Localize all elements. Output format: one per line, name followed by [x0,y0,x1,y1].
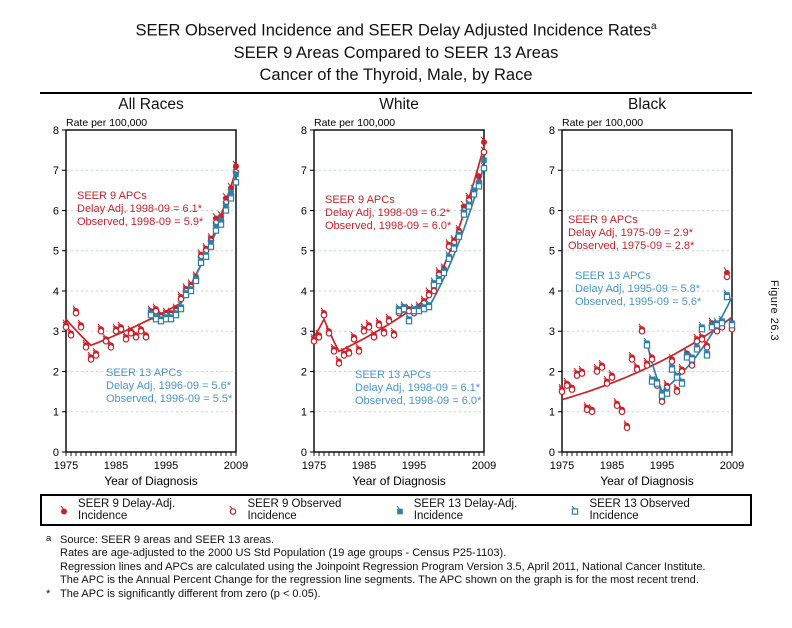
svg-text:6: 6 [549,205,555,217]
legend-item-seer13-observed: SEER 13 Observed Incidence [565,498,738,522]
footnote-marker: * [46,587,51,600]
legend-label: SEER 13 Delay-Adj. Incidence [413,497,518,522]
svg-text:1: 1 [301,406,307,418]
seer9-apc-annotation: SEER 9 APCs Delay Adj, 1998-09 = 6.1* Ob… [77,189,204,228]
footnote-marker [46,572,60,586]
svg-text:2009: 2009 [720,460,744,472]
svg-text:1995: 1995 [402,460,426,472]
svg-text:3: 3 [53,326,59,338]
svg-text:8: 8 [53,124,59,136]
svg-text:6: 6 [301,205,307,217]
title-footnote-marker: a [650,21,657,32]
seer9-delay-marker-icon [54,503,74,517]
plot-area-white: 0 1 2 3 4 5 6 7 8 1975 1985 1995 2009 Rate per 100,00… [288,116,520,488]
panel-all-races: All Races 0 1 2 3 4 5 6 7 8 1975 1985 1995 2009 Rate … [40,96,272,488]
svg-text:3: 3 [549,326,555,338]
svg-text:1985: 1985 [104,460,128,472]
svg-text:1975: 1975 [302,460,326,472]
panel-title-all-races: All Races [118,95,184,113]
svg-text:5: 5 [549,245,555,257]
svg-text:1: 1 [53,406,59,418]
svg-text:7: 7 [53,165,59,177]
svg-text:Year of Diagnosis: Year of Diagnosis [352,474,446,488]
svg-text:5: 5 [53,245,59,257]
svg-text:2009: 2009 [472,460,496,472]
svg-text:1975: 1975 [54,460,78,472]
plot-all-races: 0 1 2 3 4 5 6 7 8 1975 1985 1995 2009 Rate per 100,00… [53,117,248,488]
footnote-marker [46,545,60,559]
svg-text:Year of Diagnosis: Year of Diagnosis [104,474,198,488]
footnote-significance: * The APC is significantly different fro… [46,587,321,600]
svg-text:0: 0 [53,446,59,458]
svg-text:2: 2 [53,366,59,378]
footnotes: a Source: SEER 9 areas and SEER 13 areas… [46,532,792,602]
svg-text:2: 2 [301,366,307,378]
footnote-age-adjust: Rates are age-adjusted to the 2000 US St… [46,547,792,561]
seer13-observed-marker-icon [565,503,585,517]
title-divider [40,91,752,94]
title-line-3: Cancer of the Thyroid, Male, by Race [259,65,533,84]
seer13-delay-marker-icon [390,503,410,517]
svg-text:8: 8 [301,124,307,136]
footnote-marker [46,559,60,573]
title-line-1: SEER Observed Incidence and SEER Delay A… [135,21,657,40]
svg-text:Rate per 100,000: Rate per 100,000 [562,117,643,129]
legend-label: SEER 9 Observed Incidence [247,497,342,522]
svg-text:0: 0 [301,446,307,458]
plot-area-black: 0 1 2 3 4 5 6 7 8 1975 1985 1995 2009 Rate per 100,00… [536,116,768,488]
panel-title-black: Black [628,95,666,113]
svg-text:4: 4 [301,285,307,297]
footnote-source: a Source: SEER 9 areas and SEER 13 areas… [46,532,275,546]
svg-text:4: 4 [53,285,59,297]
svg-text:Year of Diagnosis: Year of Diagnosis [600,474,694,488]
svg-text:7: 7 [301,165,307,177]
title-line-2: SEER 9 Areas Compared to SEER 13 Areas [233,43,559,62]
panel-white: White 0 1 2 3 4 5 6 7 8 1975 1985 1995 2009 Rate per … [288,96,520,488]
svg-text:8: 8 [549,124,555,136]
figure-title: SEER Observed Incidence and SEER Delay A… [0,16,792,86]
svg-text:Rate per 100,000: Rate per 100,000 [314,117,395,129]
plot-white: 0 1 2 3 4 5 6 7 8 1975 1985 1995 2009 Rate per 100,00… [301,117,496,488]
seer13-apc-annotation: SEER 13 APCs Delay Adj, 1998-09 = 6.1* O… [355,368,482,407]
svg-text:1: 1 [549,406,555,418]
svg-text:2009: 2009 [224,460,248,472]
svg-text:1995: 1995 [154,460,178,472]
panel-black: Black 0 1 2 3 4 5 6 7 8 1975 1985 1995 2009 Rate per … [536,96,768,488]
charts-row: All Races 0 1 2 3 4 5 6 7 8 1975 1985 1995 2009 Rate … [40,96,792,488]
svg-text:4: 4 [549,285,555,297]
svg-text:3: 3 [301,326,307,338]
figure-number-label: Figure 26.3 [768,280,780,342]
svg-text:2: 2 [549,366,555,378]
seer13-apc-annotation: SEER 13 APCs Delay Adj, 1996-09 = 5.6* O… [106,366,233,405]
plot-area-all-races: 0 1 2 3 4 5 6 7 8 1975 1985 1995 2009 Rate per 100,00… [40,116,272,488]
svg-text:1995: 1995 [650,460,674,472]
legend-item-seer9-observed: SEER 9 Observed Incidence [223,498,389,522]
svg-text:0: 0 [549,446,555,458]
footnote-apc-definition: The APC is the Annual Percent Change for… [46,574,792,588]
panel-title-white: White [379,95,419,113]
legend-item-seer9-delay: SEER 9 Delay-Adj. Incidence [54,498,223,522]
seer13-apc-annotation: SEER 13 APCs Delay Adj, 1995-09 = 5.8* O… [575,269,702,308]
footnote-regression: Regression lines and APCs are calculated… [46,561,792,575]
legend-label: SEER 9 Delay-Adj. Incidence [78,497,176,522]
plot-black: 0 1 2 3 4 5 6 7 8 1975 1985 1995 2009 Rate per 100,00… [549,117,744,488]
svg-text:7: 7 [549,165,555,177]
seer9-apc-annotation: SEER 9 APCs Delay Adj, 1975-09 = 2.9* Ob… [568,213,695,252]
svg-text:6: 6 [53,205,59,217]
legend: SEER 9 Delay-Adj. Incidence SEER 9 Obser… [40,493,752,526]
svg-text:1985: 1985 [352,460,376,472]
svg-text:1975: 1975 [550,460,574,472]
seer9-apc-annotation: SEER 9 APCs Delay Adj, 1998-09 = 6.2* Ob… [325,193,452,232]
footnote-marker: a [46,532,52,544]
legend-item-seer13-delay: SEER 13 Delay-Adj. Incidence [390,498,566,522]
svg-text:Rate per 100,000: Rate per 100,000 [66,117,147,129]
legend-label: SEER 13 Observed Incidence [589,497,690,522]
svg-text:5: 5 [301,245,307,257]
seer9-observed-marker-icon [223,503,243,517]
svg-text:1985: 1985 [600,460,624,472]
